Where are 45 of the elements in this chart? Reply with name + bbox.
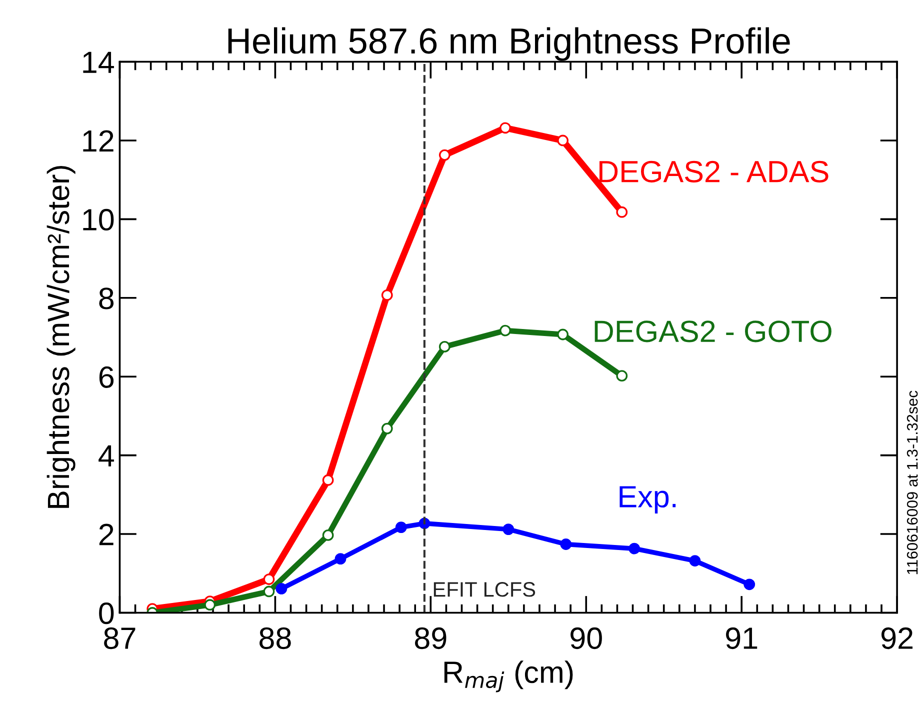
point [334,553,346,565]
point [381,289,393,301]
point [500,324,511,336]
y-tick-label: 6 [99,366,114,388]
x-tick-label: 91 [726,627,758,650]
x-tick-label: 92 [881,627,913,650]
x-axis-title: R$_{maj}$ (cm) [444,660,573,692]
y-tick-label: 8 [99,288,114,310]
x-tick-label: 90 [570,627,602,650]
y-tick-label: 10 [83,208,114,231]
point [204,599,216,611]
point [500,122,511,134]
series-label: Exp. [620,486,676,514]
point [322,474,334,486]
y-tick-label: 0 [99,602,114,624]
point [560,538,572,550]
x-tick-label: 89 [414,627,446,650]
point [744,578,756,590]
point [689,555,701,566]
point [502,524,514,535]
point [322,530,334,541]
text: 1160616009 at 1.3-1.32sec [906,390,918,574]
y-tick-label: 2 [99,524,114,546]
x-tick-label: 87 [104,627,136,650]
y-axis-title: Brightness (mW/cm²/ster) [46,166,76,508]
point [557,134,568,146]
y-tick-label: 4 [98,445,114,466]
x-tick-label: 88 [260,627,291,650]
chart-title: Helium 587.6 nm Brightness Profile [228,27,790,61]
point [381,422,393,434]
y-tick-label: 14 [83,52,114,73]
point [557,328,568,340]
series-label: DEGAS2 - ADAS [600,160,828,182]
point [263,586,275,598]
point [438,341,450,352]
point [276,583,288,594]
point [616,370,628,382]
ref-line-label: EFIT LCFS [434,582,536,597]
y-tick-label: 12 [83,130,114,152]
point [395,522,407,534]
point [438,149,450,161]
point [628,542,640,554]
point [263,574,275,585]
point [616,206,628,218]
series-label: DEGAS2 - GOTO [594,320,832,342]
